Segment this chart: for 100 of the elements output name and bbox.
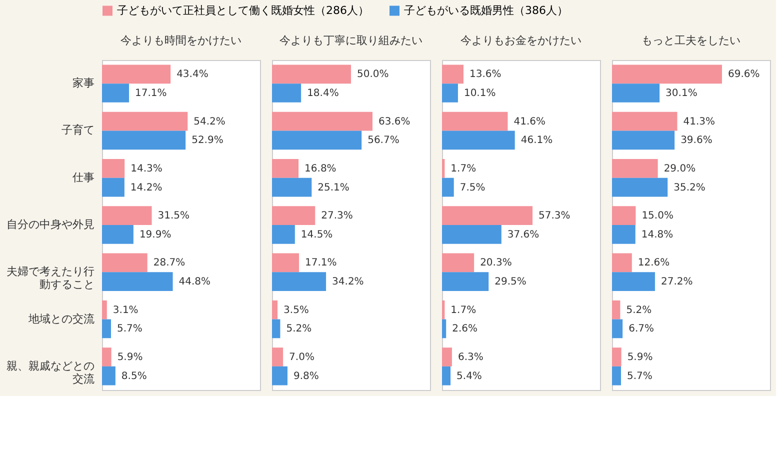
bar [102, 206, 152, 225]
bar [612, 272, 655, 291]
y-tick-label: 自分の中身や外見 [6, 218, 94, 231]
bar [272, 159, 299, 178]
data-label: 18.4% [307, 88, 339, 99]
data-label: 54.2% [194, 116, 226, 128]
y-tick-label: 家事 [72, 76, 94, 90]
bar [442, 130, 515, 150]
data-label: 10.1% [464, 88, 496, 99]
data-label: 1.7% [450, 163, 476, 174]
data-label: 69.6% [728, 69, 760, 80]
legend-label: 子どもがいる既婚男性（386人） [404, 4, 568, 17]
y-tick-label: 夫婦で考えたり行動すること [6, 265, 94, 292]
bar [272, 206, 316, 225]
bar [442, 84, 458, 102]
bar [272, 225, 295, 244]
data-label: 14.8% [641, 229, 674, 240]
data-label: 27.2% [660, 276, 693, 288]
data-label: 14.2% [130, 182, 162, 194]
bar [102, 366, 116, 386]
bar [102, 272, 173, 291]
bar [272, 178, 312, 197]
data-label: 29.5% [494, 276, 526, 288]
data-label: 5.7% [627, 370, 652, 382]
bar [612, 159, 658, 178]
y-tick-label: 親、親戚などとの交流 [6, 359, 94, 386]
chart-title: 今よりも時間をかけたい [120, 34, 242, 47]
data-label: 28.7% [153, 258, 186, 269]
bar [612, 178, 668, 197]
bar [612, 206, 636, 225]
data-label: 41.3% [683, 116, 716, 128]
bar [612, 300, 620, 320]
data-label: 29.0% [664, 163, 696, 174]
bar [442, 112, 508, 131]
data-label: 6.7% [628, 324, 654, 335]
bar [442, 348, 452, 366]
data-label: 5.9% [117, 352, 143, 363]
data-label: 31.5% [158, 210, 190, 222]
bar [442, 272, 489, 291]
bar [612, 366, 622, 386]
bar [612, 84, 660, 102]
bar [102, 84, 130, 102]
data-label: 5.7% [117, 324, 142, 335]
bar [272, 300, 278, 320]
bar [102, 112, 188, 131]
bar [442, 300, 445, 320]
bar [272, 253, 300, 272]
data-label: 5.4% [456, 370, 482, 382]
data-label: 19.9% [139, 229, 172, 240]
data-label: 44.8% [178, 276, 211, 288]
data-label: 39.6% [680, 135, 712, 146]
data-label: 9.8% [293, 370, 319, 382]
bar [102, 300, 107, 320]
bar [102, 178, 124, 197]
data-label: 30.1% [666, 88, 698, 99]
y-tick-label: 子育て [62, 124, 94, 137]
bar [272, 366, 288, 386]
data-label: 56.7% [368, 135, 400, 146]
bar [102, 159, 125, 178]
data-label: 17.1% [135, 88, 167, 99]
bar [102, 64, 171, 84]
data-label: 27.3% [321, 210, 353, 222]
data-label: 14.5% [300, 229, 333, 240]
bar [102, 319, 112, 338]
data-label: 52.9% [192, 135, 224, 146]
bar [612, 253, 632, 272]
chart-title: もっと工夫をしたい [642, 34, 740, 47]
y-tick-label: 仕事 [72, 170, 94, 184]
data-label: 14.3% [130, 163, 162, 174]
bar [102, 225, 134, 244]
data-label: 35.2% [674, 182, 706, 194]
data-label: 1.7% [450, 304, 476, 316]
data-label: 41.6% [514, 116, 546, 128]
data-label: 2.6% [452, 324, 478, 335]
bar [612, 112, 678, 131]
bar [442, 366, 451, 386]
data-label: 7.0% [289, 352, 314, 363]
data-label: 46.1% [520, 135, 553, 146]
bar [272, 84, 302, 102]
bar [612, 130, 675, 150]
bar [442, 225, 502, 244]
data-label: 43.4% [176, 69, 208, 80]
bar [272, 319, 280, 338]
bar [612, 64, 722, 84]
data-label: 3.1% [112, 304, 138, 316]
data-label: 5.9% [627, 352, 653, 363]
data-label: 37.6% [507, 229, 540, 240]
bar [102, 253, 148, 272]
data-label: 57.3% [538, 210, 570, 222]
bar [272, 130, 362, 150]
bar [102, 348, 112, 366]
chart-title: 今よりもお金をかけたい [460, 34, 582, 47]
chart-title: 今よりも丁寧に取り組みたい [280, 34, 422, 47]
bar [442, 206, 533, 225]
bar [442, 319, 446, 338]
data-label: 16.8% [304, 163, 336, 174]
bar [612, 348, 622, 366]
bar [442, 178, 454, 197]
data-label: 17.1% [305, 258, 337, 269]
legend-label: 子どもがいて正社員として働く既婚女性（286人） [117, 4, 369, 17]
